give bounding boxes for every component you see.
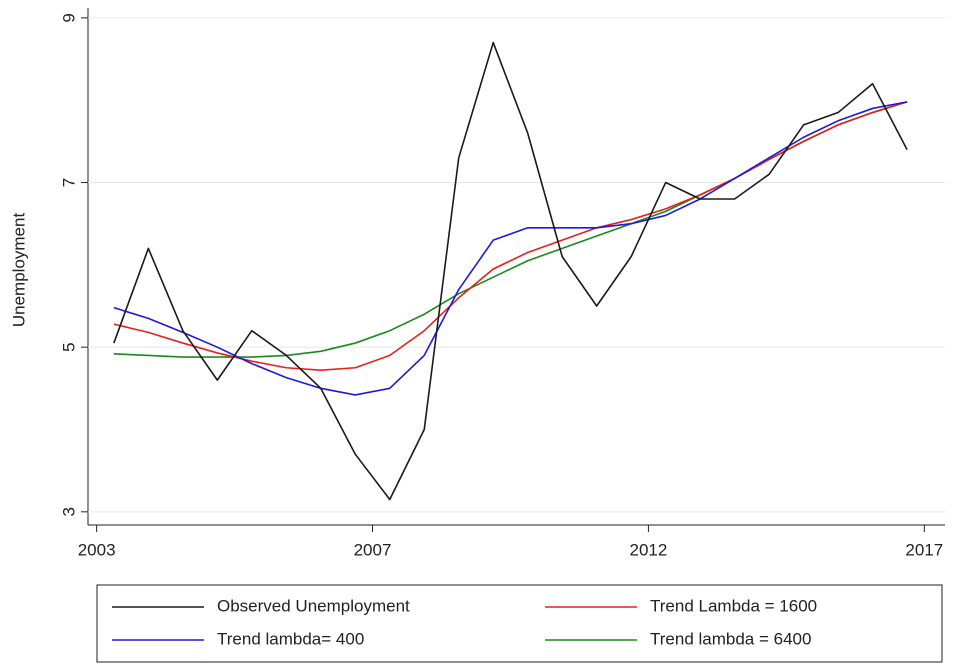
x-tick-label: 2017 [905,540,943,559]
legend-label: Trend lambda = 6400 [650,629,811,648]
x-tick-label: 2012 [629,540,667,559]
y-tick-label: 3 [59,507,78,516]
y-tick-label: 7 [59,178,78,187]
series-line [113,41,908,501]
x-tick-label: 2003 [78,540,116,559]
legend-box [96,584,943,663]
series-line [113,101,908,358]
y-axis-label: Unemployment [9,213,28,328]
legend-label: Trend Lambda = 1600 [650,596,817,615]
y-tick-label: 9 [59,13,78,22]
series-line [113,101,908,372]
series-line [113,101,908,396]
legend-label: Observed Unemployment [217,596,410,615]
x-tick-label: 2007 [354,540,392,559]
y-tick-label: 5 [59,342,78,351]
legend-label: Trend lambda= 400 [217,629,364,648]
